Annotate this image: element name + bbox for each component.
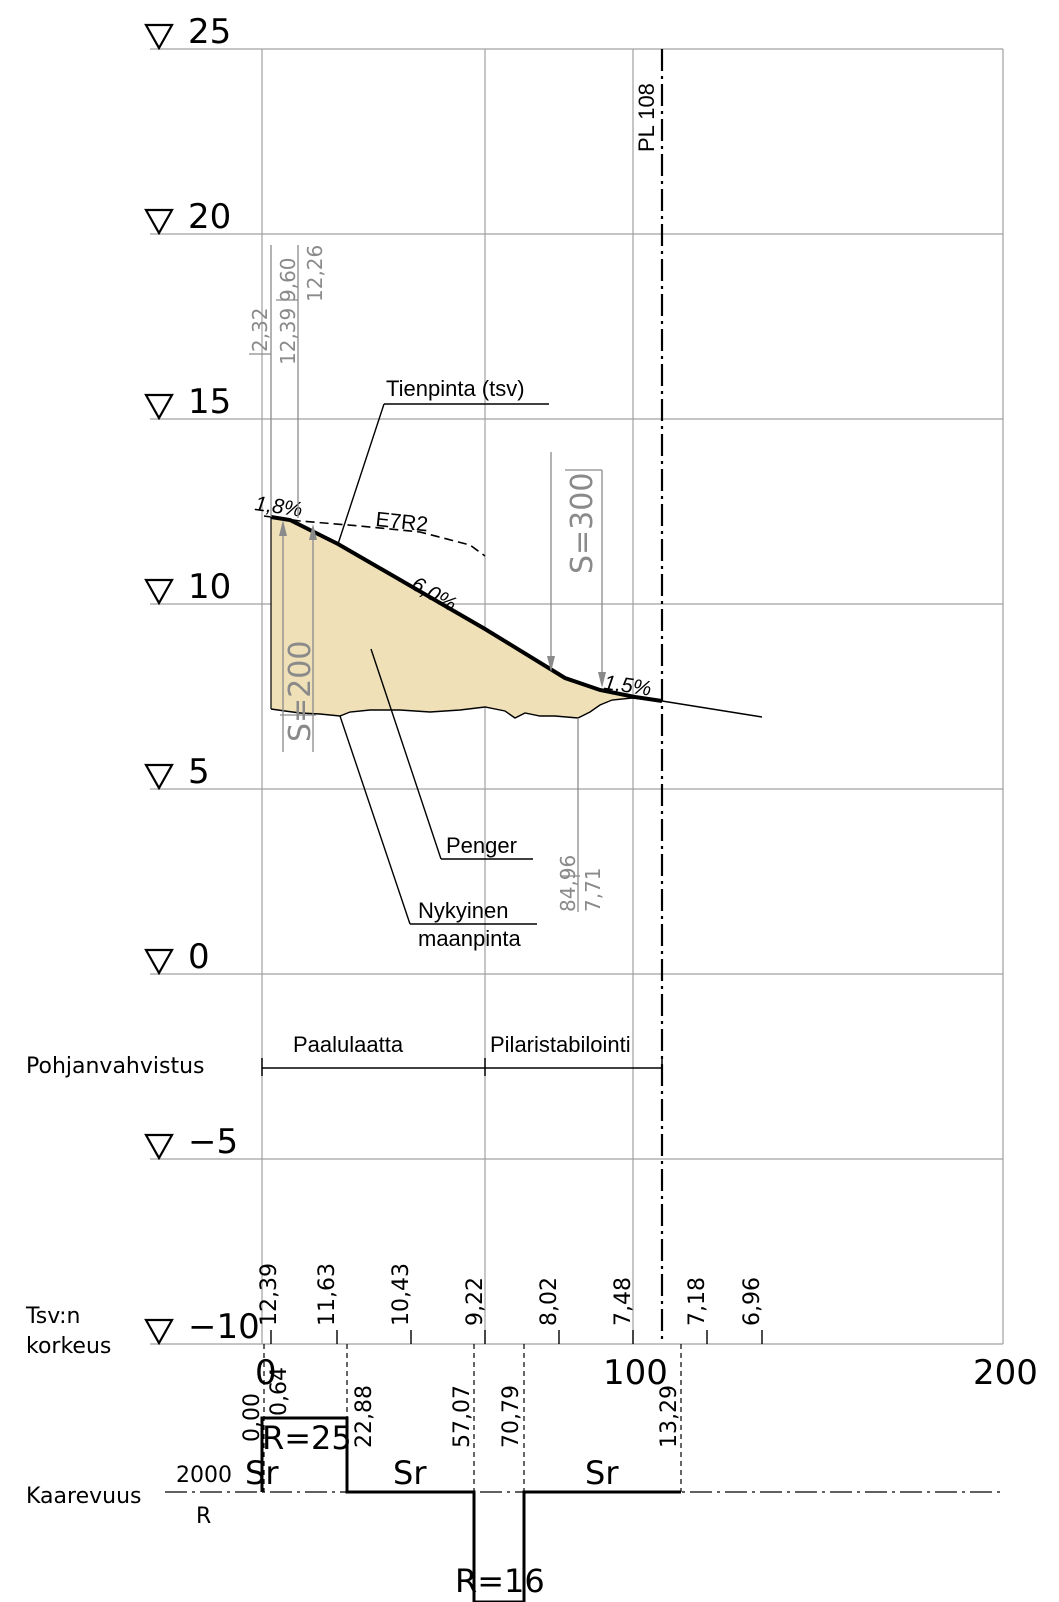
- level-triangle-icon: [144, 23, 174, 51]
- embankment-label: Penger: [446, 833, 517, 858]
- elevation-label: −10: [188, 1307, 260, 1347]
- embankment-fill: [271, 517, 662, 718]
- row-label-line1: Tsv:n: [25, 1304, 80, 1329]
- curve-readout: 12,39: [276, 308, 300, 365]
- level-triangle-icon: [144, 208, 174, 236]
- tangent-readout: 12,26: [303, 245, 327, 302]
- segment-label: Sr: [585, 1454, 619, 1492]
- level-triangle-icon: [144, 578, 174, 606]
- height-value: 8,02: [537, 1277, 562, 1326]
- curve-readout: 7,71: [581, 867, 605, 912]
- ground-reinforcement-row: Pohjanvahvistus Paalulaatta Pilaristabil…: [26, 1032, 663, 1079]
- curve-readout: 84,96: [556, 855, 580, 912]
- curvature-r-label: R: [196, 1504, 211, 1529]
- existing-road-dashed-line: [263, 515, 486, 557]
- level-triangle-icon: [144, 1318, 174, 1346]
- elevation-label: 0: [188, 937, 210, 977]
- existing-ground-line: [270, 697, 663, 719]
- segment-label: R=16: [455, 1562, 545, 1600]
- height-value: 7,18: [685, 1277, 710, 1326]
- row-label-line2: korkeus: [26, 1334, 111, 1359]
- road-surface-label: Tienpinta (tsv): [386, 376, 525, 401]
- breakpoint-label: 57,07: [450, 1385, 475, 1448]
- ground-label-line2: maanpinta: [418, 926, 522, 951]
- station-label: 100: [603, 1353, 668, 1393]
- height-value: 6,96: [740, 1277, 765, 1326]
- breakpoint-label: 0,64: [267, 1367, 292, 1416]
- curvature-line: [260, 1416, 681, 1602]
- breakpoint-label: 70,79: [499, 1385, 524, 1448]
- callout-leader: [337, 403, 385, 545]
- level-triangle-icon: [144, 948, 174, 976]
- vertical-curve-s200: S=200 2,32 12,39 9,60 12,26: [248, 245, 327, 752]
- curvature-scale: 2000: [176, 1463, 232, 1488]
- height-value: 11,63: [315, 1263, 340, 1326]
- elevation-label: 10: [188, 567, 231, 607]
- segment-label: Sr: [245, 1454, 279, 1492]
- height-value: 7,48: [611, 1277, 636, 1326]
- elevation-markers: [144, 23, 174, 1346]
- height-value: 12,39: [257, 1263, 282, 1326]
- station-label: 0: [255, 1353, 277, 1393]
- elevation-label: 15: [188, 382, 231, 422]
- elevation-label: −5: [188, 1122, 238, 1162]
- curvature-row: Kaarevuus 2000 R 0,00 0,64 22,88 57,07 7…: [26, 1344, 1003, 1602]
- level-triangle-icon: [144, 1133, 174, 1161]
- tangent-readout: 9,60: [276, 257, 300, 302]
- level-triangle-icon: [144, 763, 174, 791]
- road-surface-line: [270, 515, 663, 703]
- elevation-label: 20: [188, 197, 231, 237]
- segment-label: Pilaristabilointi: [490, 1032, 631, 1057]
- segment-label: Sr: [393, 1454, 427, 1492]
- grid-vertical: [261, 49, 1004, 1344]
- ground-label-line1: Nykyinen: [418, 898, 508, 923]
- row-label: Kaarevuus: [26, 1484, 141, 1509]
- curve-readout: 2,32: [248, 307, 272, 352]
- vertical-curve-s300: S=300 84,96 7,71: [547, 452, 606, 912]
- curve-label: S=200: [283, 641, 318, 742]
- row-label: Pohjanvahvistus: [26, 1054, 205, 1079]
- curve-label: S=300: [565, 473, 600, 574]
- pl-label: PL 108: [634, 83, 659, 152]
- grade-label: 1,8%: [253, 492, 304, 521]
- elevation-label: 5: [188, 752, 210, 792]
- road-height-row: Tsv:n korkeus 12,39 11,63 10,43 9,22 8,0…: [25, 1263, 765, 1359]
- breakpoint-label: 22,88: [352, 1385, 377, 1448]
- existing-road-label: E7R2: [374, 508, 429, 536]
- height-value: 10,43: [389, 1263, 414, 1326]
- breakpoint-label: 13,29: [657, 1385, 682, 1448]
- elevation-labels: 25 20 15 10 5 0 −5 −10: [188, 12, 260, 1347]
- breakpoint-label: 0,00: [240, 1393, 265, 1442]
- road-extension-line: [661, 700, 763, 718]
- segment-label: R=25: [262, 1419, 352, 1457]
- level-triangle-icon: [144, 393, 174, 421]
- station-axis: 0 100 200: [255, 1353, 1038, 1393]
- elevation-label: 25: [188, 12, 231, 52]
- segment-label: Paalulaatta: [293, 1032, 404, 1057]
- callout-leader: [370, 648, 442, 860]
- callout-leader: [339, 715, 411, 925]
- height-value: 9,22: [463, 1277, 488, 1326]
- station-label: 200: [973, 1353, 1038, 1393]
